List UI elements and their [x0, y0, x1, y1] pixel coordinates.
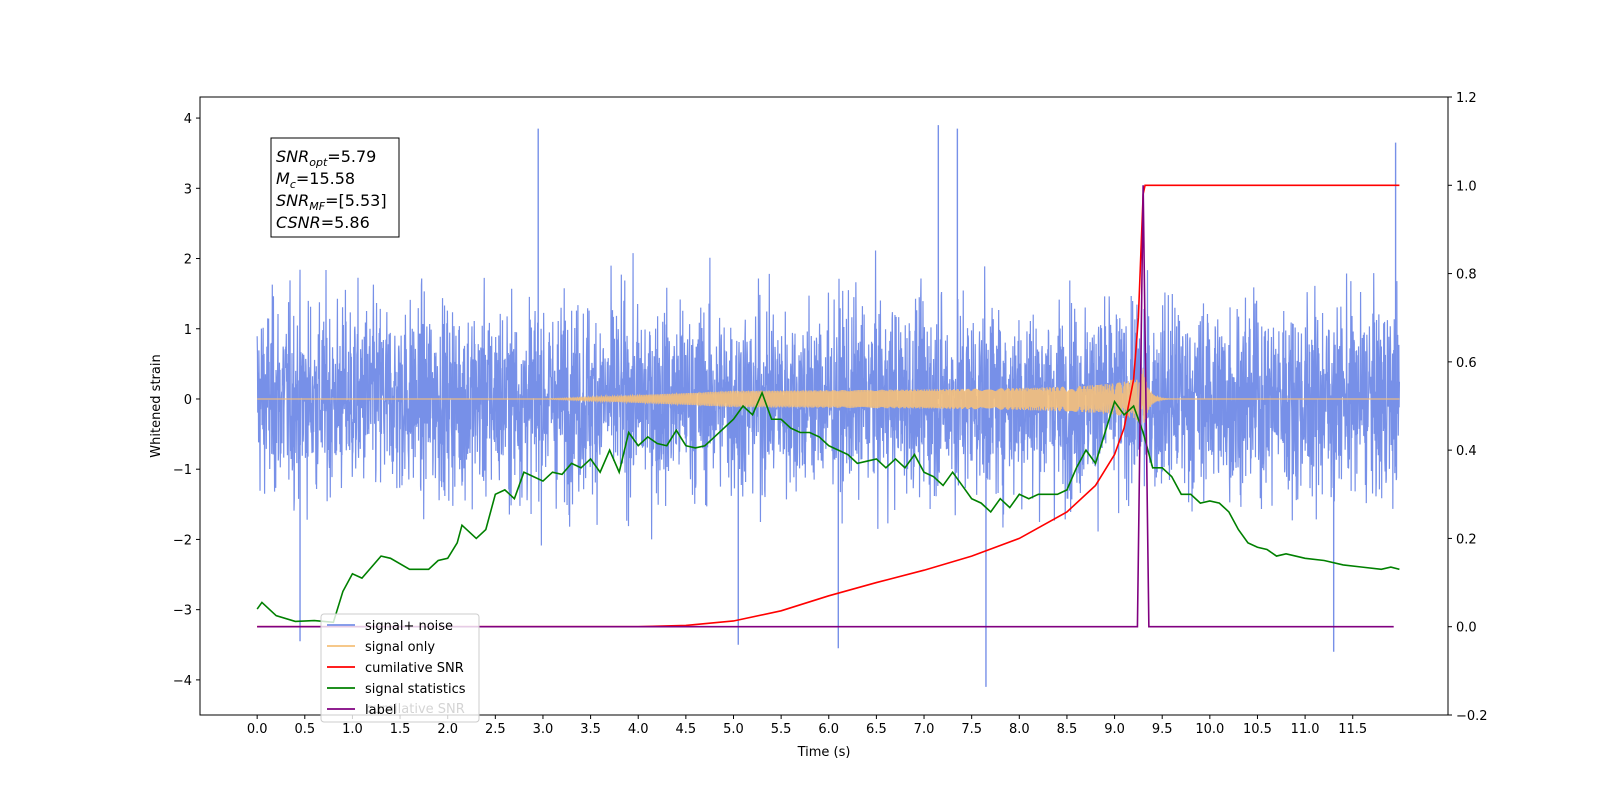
info-box-line: SNRMF=[5.53]	[276, 191, 387, 213]
x-tick-label: 3.5	[580, 722, 601, 737]
legend-label: cumilative SNR	[365, 661, 464, 676]
series-signal-only	[257, 368, 1400, 425]
y-left-tick-label: 0	[184, 393, 192, 408]
y-left-tick-label: −3	[173, 604, 192, 619]
x-tick-label: 4.5	[676, 722, 697, 737]
x-tick-label: 11.0	[1291, 722, 1320, 737]
y-left-tick-label: −1	[173, 463, 192, 478]
plot-frame	[199, 96, 1449, 716]
info-box-line: CSNR=5.86	[276, 213, 370, 232]
y-axis-label: Whitened strain	[149, 354, 164, 457]
x-tick-label: 6.5	[866, 722, 887, 737]
info-box-line: SNRopt=5.79	[276, 147, 376, 169]
axes-layer: 0.0 0.5 1.0 1.5 2.0 2.5 3.0 3.5 4.0 4.5 5.0 5.5 6.0 6…	[173, 91, 1488, 737]
x-tick-label: 7.5	[961, 722, 982, 737]
x-tick-label: 10.5	[1243, 722, 1272, 737]
y-right-tick-label: 0.2	[1456, 532, 1477, 547]
x-tick-label: 2.5	[485, 722, 506, 737]
x-tick-label: 11.5	[1338, 722, 1367, 737]
x-tick-label: 6.0	[818, 722, 839, 737]
y-right-tick-label: 0.0	[1456, 621, 1477, 636]
x-tick-label: 10.0	[1195, 722, 1224, 737]
x-tick-label: 5.0	[723, 722, 744, 737]
x-tick-label: 8.5	[1057, 722, 1078, 737]
info-box-line: Mc=15.58	[276, 169, 355, 191]
x-tick-label: 2.0	[437, 722, 458, 737]
y-left-tick-label: 1	[184, 323, 192, 338]
x-tick-label: 1.0	[342, 722, 363, 737]
legend-ghost-text: cumilative SNR	[366, 702, 465, 717]
x-axis-label: Time (s)	[797, 745, 851, 760]
y-right-tick-label: −0.2	[1456, 709, 1488, 724]
legend-label: signal statistics	[365, 682, 466, 697]
y-right-tick-label: 0.8	[1456, 268, 1477, 283]
x-tick-label: 7.0	[914, 722, 935, 737]
legend-label: signal+ noise	[365, 619, 453, 634]
y-right-tick-label: 1.0	[1456, 179, 1477, 194]
x-tick-label: 0.5	[294, 722, 315, 737]
x-tick-label: 9.5	[1152, 722, 1173, 737]
y-right-tick-label: 1.2	[1456, 91, 1477, 106]
y-left-tick-label: 4	[184, 112, 192, 127]
legend-frame	[320, 613, 480, 723]
series-signal-statistics	[256, 390, 1400, 624]
x-tick-label: 3.0	[533, 722, 554, 737]
x-tick-label: 1.5	[390, 722, 411, 737]
y-left-tick-label: −4	[173, 674, 192, 689]
legend-label: label	[365, 703, 396, 718]
legend-label: signal only	[365, 640, 435, 655]
x-tick-label: 4.0	[628, 722, 649, 737]
y-right-tick-label: 0.6	[1456, 356, 1477, 371]
series-layer	[256, 125, 1401, 687]
info-box-frame	[270, 137, 400, 238]
x-tick-label: 0.0	[247, 722, 268, 737]
x-tick-label: 9.0	[1104, 722, 1125, 737]
y-left-tick-label: 3	[184, 182, 192, 197]
y-right-tick-label: 0.4	[1456, 444, 1477, 459]
series-label	[257, 185, 1394, 628]
y-left-tick-label: 2	[184, 253, 192, 268]
series-cumilative-snr	[257, 184, 1400, 628]
x-tick-label: 8.0	[1009, 722, 1030, 737]
x-tick-label: 5.5	[771, 722, 792, 737]
y-left-tick-label: −2	[173, 533, 192, 548]
legend: cumilative SNR signal+ noise signal only cu…	[320, 613, 480, 723]
